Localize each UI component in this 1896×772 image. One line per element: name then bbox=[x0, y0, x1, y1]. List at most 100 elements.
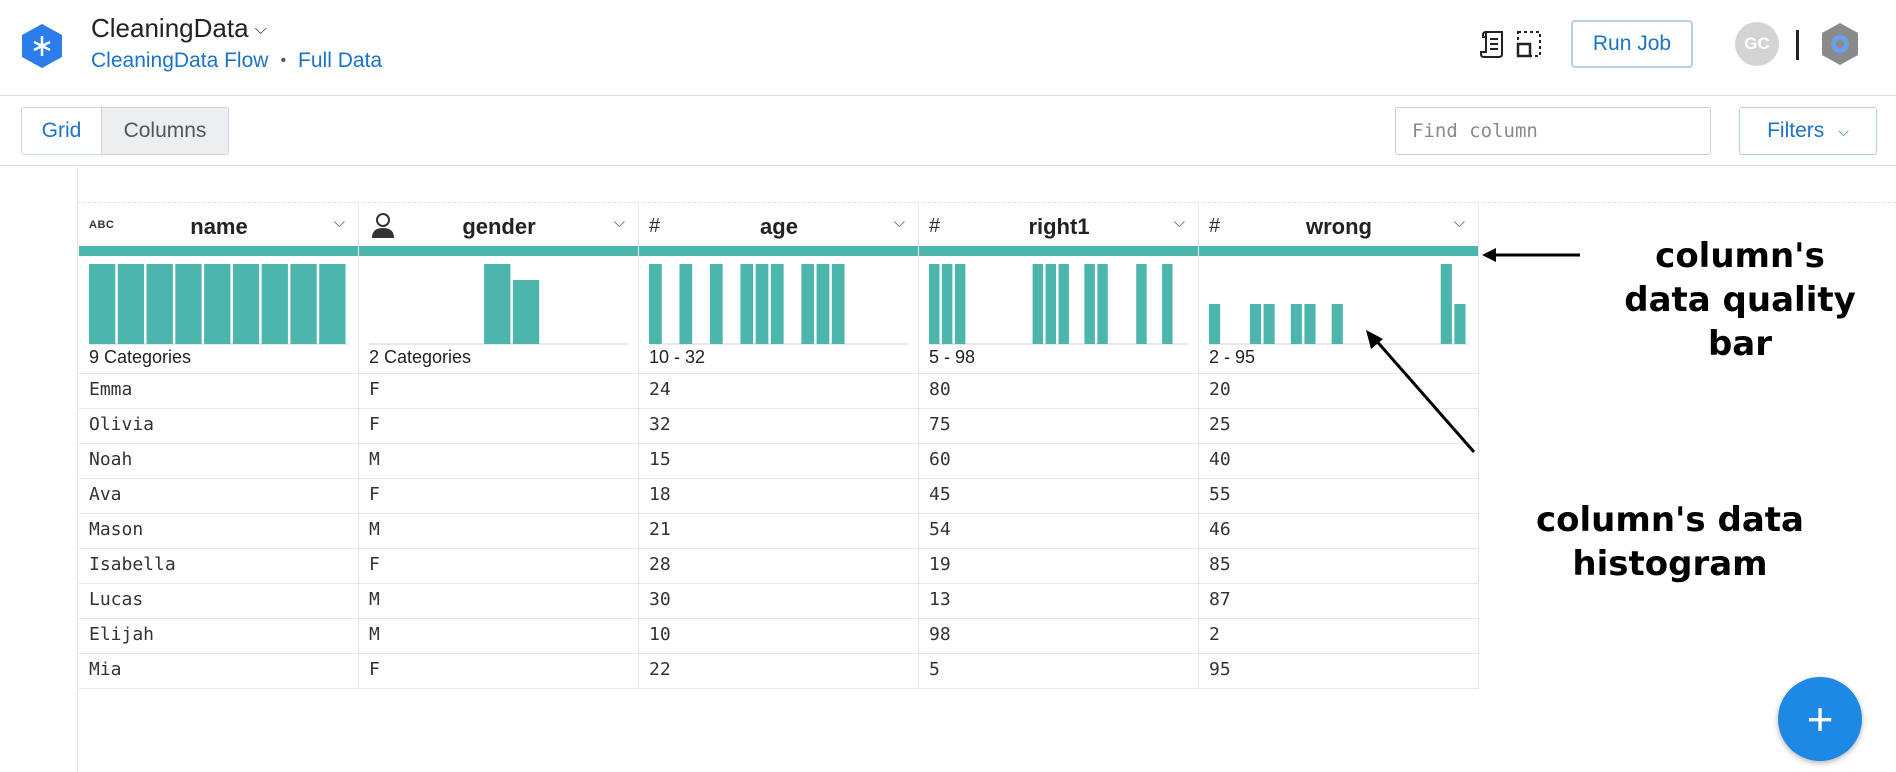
find-column-input[interactable] bbox=[1395, 107, 1711, 155]
cell-name[interactable]: Mason bbox=[89, 519, 144, 540]
breadcrumb-data-link[interactable]: Full Data bbox=[298, 49, 383, 72]
grid-view-button[interactable]: Grid bbox=[22, 108, 102, 154]
column-header[interactable]: # wrong ⌵ bbox=[1199, 205, 1479, 245]
histogram-bar[interactable] bbox=[290, 264, 317, 344]
cell-age[interactable]: 28 bbox=[649, 554, 671, 575]
cell-right1[interactable]: 98 bbox=[929, 624, 951, 645]
cell-age[interactable]: 15 bbox=[649, 449, 671, 470]
column-header[interactable]: ABC name ⌵ bbox=[79, 205, 359, 245]
add-step-button[interactable]: + bbox=[1778, 677, 1862, 761]
cell-gender[interactable]: F bbox=[369, 379, 380, 400]
cell-wrong[interactable]: 40 bbox=[1209, 449, 1231, 470]
histogram-bar[interactable] bbox=[709, 264, 723, 344]
histogram-bar[interactable] bbox=[232, 264, 260, 344]
histogram-bar[interactable] bbox=[831, 264, 845, 344]
histogram-bar[interactable] bbox=[512, 280, 540, 344]
histogram-bar[interactable] bbox=[1084, 264, 1095, 344]
cell-gender[interactable]: F bbox=[369, 554, 380, 575]
cell-right1[interactable]: 45 bbox=[929, 484, 951, 505]
chevron-down-icon[interactable]: ⌵ bbox=[893, 214, 905, 231]
cell-name[interactable]: Mia bbox=[89, 659, 122, 680]
cell-right1[interactable]: 75 bbox=[929, 414, 951, 435]
data-quality-bar[interactable] bbox=[359, 246, 638, 256]
histogram-bar[interactable] bbox=[1440, 264, 1452, 344]
histogram-bar[interactable] bbox=[801, 264, 815, 344]
histogram-bar[interactable] bbox=[204, 264, 231, 344]
histogram-bar[interactable] bbox=[679, 264, 693, 344]
cell-gender[interactable]: M bbox=[369, 624, 380, 645]
cell-right1[interactable]: 60 bbox=[929, 449, 951, 470]
histogram-bar[interactable] bbox=[1045, 264, 1056, 344]
histogram-bar[interactable] bbox=[484, 264, 511, 344]
cell-right1[interactable]: 5 bbox=[929, 659, 940, 680]
histogram-bar[interactable] bbox=[146, 264, 173, 344]
chevron-down-icon[interactable]: ⌵ bbox=[333, 214, 345, 231]
data-quality-bar[interactable] bbox=[1199, 246, 1478, 256]
cell-gender[interactable]: M bbox=[369, 519, 380, 540]
data-quality-bar[interactable] bbox=[639, 246, 918, 256]
cell-age[interactable]: 10 bbox=[649, 624, 671, 645]
cell-name[interactable]: Isabella bbox=[89, 554, 176, 575]
histogram-bar[interactable] bbox=[89, 264, 116, 344]
histogram-bar[interactable] bbox=[1331, 304, 1343, 344]
cell-wrong[interactable]: 25 bbox=[1209, 414, 1231, 435]
cell-gender[interactable]: F bbox=[369, 659, 380, 680]
cell-name[interactable]: Elijah bbox=[89, 624, 155, 645]
histogram-bar[interactable] bbox=[1032, 264, 1044, 344]
cell-gender[interactable]: M bbox=[369, 589, 380, 610]
histogram-bar[interactable] bbox=[319, 264, 346, 344]
avatar[interactable]: GC bbox=[1735, 22, 1779, 66]
histogram-bar[interactable] bbox=[1097, 264, 1108, 344]
columns-view-button[interactable]: Columns bbox=[102, 108, 228, 154]
filters-button[interactable]: Filters ⌵ bbox=[1739, 107, 1877, 155]
breadcrumb-flow-link[interactable]: CleaningData Flow bbox=[91, 49, 269, 72]
cell-wrong[interactable]: 87 bbox=[1209, 589, 1231, 610]
histogram-bar[interactable] bbox=[1209, 304, 1221, 344]
cell-name[interactable]: Noah bbox=[89, 449, 133, 470]
cell-gender[interactable]: M bbox=[369, 449, 380, 470]
cell-wrong[interactable]: 20 bbox=[1209, 379, 1231, 400]
dataprep-logo-icon[interactable] bbox=[20, 22, 64, 70]
cell-wrong[interactable]: 55 bbox=[1209, 484, 1231, 505]
cell-right1[interactable]: 54 bbox=[929, 519, 951, 540]
recipe-icon[interactable] bbox=[1478, 28, 1508, 60]
data-quality-bar[interactable] bbox=[79, 246, 358, 256]
histogram-bar[interactable] bbox=[755, 264, 769, 344]
cell-gender[interactable]: F bbox=[369, 484, 380, 505]
cell-age[interactable]: 32 bbox=[649, 414, 671, 435]
histogram-bar[interactable] bbox=[261, 264, 288, 344]
histogram-bar[interactable] bbox=[1454, 304, 1466, 344]
sample-icon[interactable] bbox=[1514, 28, 1544, 60]
chevron-down-icon[interactable]: ⌵ bbox=[1453, 214, 1465, 231]
cell-wrong[interactable]: 85 bbox=[1209, 554, 1231, 575]
cell-right1[interactable]: 19 bbox=[929, 554, 951, 575]
column-histogram[interactable] bbox=[359, 260, 638, 346]
cell-name[interactable]: Emma bbox=[89, 379, 133, 400]
data-quality-bar[interactable] bbox=[919, 246, 1198, 256]
column-histogram[interactable] bbox=[79, 260, 358, 346]
histogram-bar[interactable] bbox=[1136, 264, 1147, 344]
chevron-down-icon[interactable]: ⌵ bbox=[613, 214, 625, 231]
column-header[interactable]: # age ⌵ bbox=[639, 205, 919, 245]
histogram-bar[interactable] bbox=[816, 264, 830, 344]
flow-title[interactable]: CleaningData ⌵ bbox=[91, 13, 267, 44]
cell-age[interactable]: 22 bbox=[649, 659, 671, 680]
cell-age[interactable]: 18 bbox=[649, 484, 671, 505]
cell-age[interactable]: 24 bbox=[649, 379, 671, 400]
histogram-bar[interactable] bbox=[954, 264, 966, 344]
cell-name[interactable]: Olivia bbox=[89, 414, 155, 435]
cell-name[interactable]: Ava bbox=[89, 484, 122, 505]
histogram-bar[interactable] bbox=[740, 264, 754, 344]
column-header[interactable]: # right1 ⌵ bbox=[919, 205, 1199, 245]
cell-name[interactable]: Lucas bbox=[89, 589, 144, 610]
column-histogram[interactable] bbox=[639, 260, 918, 346]
run-job-button[interactable]: Run Job bbox=[1571, 20, 1693, 68]
histogram-bar[interactable] bbox=[1304, 304, 1316, 344]
histogram-bar[interactable] bbox=[649, 264, 662, 344]
column-header[interactable]: gender ⌵ bbox=[359, 205, 639, 245]
chevron-down-icon[interactable]: ⌵ bbox=[1173, 214, 1185, 231]
histogram-bar[interactable] bbox=[175, 264, 202, 344]
cloud-project-icon[interactable] bbox=[1818, 20, 1862, 68]
histogram-bar[interactable] bbox=[1162, 264, 1173, 344]
histogram-bar[interactable] bbox=[929, 264, 940, 344]
